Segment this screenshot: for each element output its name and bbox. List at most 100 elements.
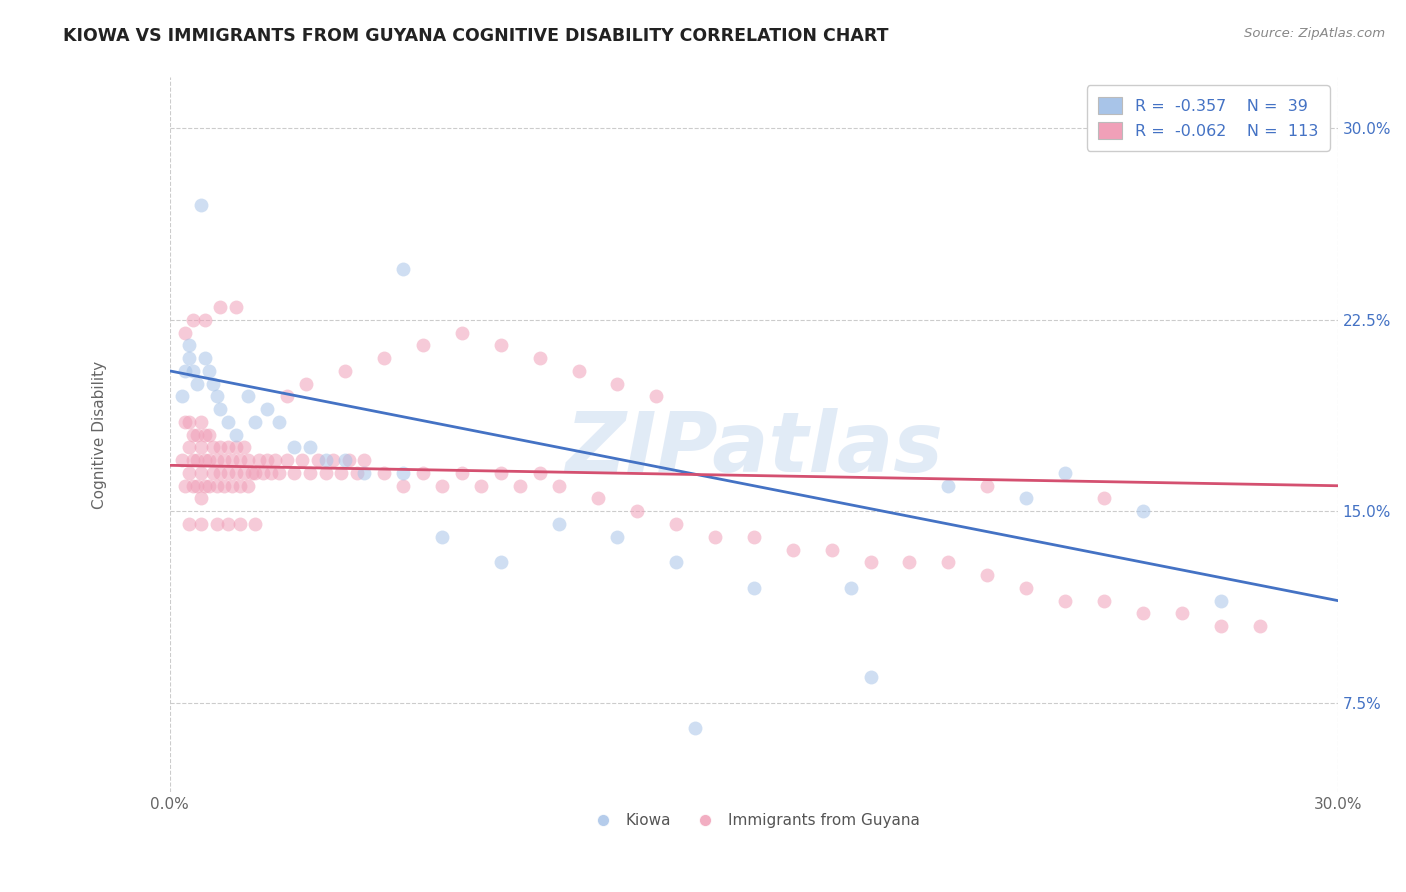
Point <box>839 581 862 595</box>
Point <box>529 466 551 480</box>
Point <box>205 479 228 493</box>
Point <box>315 466 337 480</box>
Point <box>229 516 252 531</box>
Point <box>214 479 236 493</box>
Point <box>194 313 217 327</box>
Point <box>205 389 228 403</box>
Point <box>1249 619 1271 633</box>
Point <box>432 479 454 493</box>
Point <box>190 491 212 506</box>
Point <box>179 441 201 455</box>
Point <box>181 453 204 467</box>
Point <box>283 466 305 480</box>
Point <box>859 670 882 684</box>
Point <box>1132 607 1154 621</box>
Point <box>373 351 395 366</box>
Point <box>256 453 278 467</box>
Point <box>174 415 197 429</box>
Point <box>236 453 259 467</box>
Point <box>217 441 239 455</box>
Point <box>236 479 259 493</box>
Point <box>685 721 707 735</box>
Point <box>247 453 270 467</box>
Point <box>529 351 551 366</box>
Point <box>392 479 415 493</box>
Legend: Kiowa, Immigrants from Guyana: Kiowa, Immigrants from Guyana <box>582 807 927 834</box>
Point <box>1171 607 1194 621</box>
Point <box>209 466 232 480</box>
Point <box>1092 593 1115 607</box>
Point <box>665 555 688 569</box>
Point <box>489 338 512 352</box>
Point <box>225 300 247 314</box>
Point <box>214 453 236 467</box>
Point <box>703 530 725 544</box>
Point <box>245 466 267 480</box>
Point <box>1132 504 1154 518</box>
Point <box>470 479 492 493</box>
Point <box>232 441 254 455</box>
Point <box>179 338 201 352</box>
Point <box>190 415 212 429</box>
Point <box>295 376 318 391</box>
Point <box>412 466 434 480</box>
Point <box>232 466 254 480</box>
Point <box>225 427 247 442</box>
Point <box>665 516 688 531</box>
Point <box>179 351 201 366</box>
Point <box>225 441 247 455</box>
Point <box>283 441 305 455</box>
Point <box>190 516 212 531</box>
Point <box>291 453 314 467</box>
Point <box>229 479 252 493</box>
Point <box>245 415 267 429</box>
Point <box>742 530 765 544</box>
Point <box>1209 619 1232 633</box>
Point <box>392 466 415 480</box>
Point <box>181 313 204 327</box>
Point <box>190 198 212 212</box>
Point <box>197 364 219 378</box>
Point <box>276 389 298 403</box>
Point <box>174 479 197 493</box>
Point <box>181 427 204 442</box>
Point <box>201 466 224 480</box>
Point <box>586 491 609 506</box>
Point <box>217 516 239 531</box>
Text: KIOWA VS IMMIGRANTS FROM GUYANA COGNITIVE DISABILITY CORRELATION CHART: KIOWA VS IMMIGRANTS FROM GUYANA COGNITIV… <box>63 27 889 45</box>
Point <box>197 453 219 467</box>
Point <box>333 364 356 378</box>
Point <box>412 338 434 352</box>
Point <box>1209 593 1232 607</box>
Point <box>197 479 219 493</box>
Point <box>209 441 232 455</box>
Point <box>181 479 204 493</box>
Point <box>186 453 208 467</box>
Point <box>353 466 375 480</box>
Point <box>298 466 321 480</box>
Point <box>346 466 368 480</box>
Point <box>236 389 259 403</box>
Point <box>240 466 263 480</box>
Point <box>170 389 193 403</box>
Point <box>170 453 193 467</box>
Point <box>205 516 228 531</box>
Point <box>194 351 217 366</box>
Point <box>1054 466 1077 480</box>
Point <box>260 466 283 480</box>
Point <box>432 530 454 544</box>
Point <box>307 453 329 467</box>
Point <box>567 364 589 378</box>
Point <box>225 466 247 480</box>
Point <box>209 300 232 314</box>
Point <box>267 466 290 480</box>
Point <box>489 555 512 569</box>
Point <box>392 261 415 276</box>
Point <box>337 453 360 467</box>
Point <box>606 530 628 544</box>
Point <box>197 427 219 442</box>
Point <box>1092 491 1115 506</box>
Point <box>782 542 804 557</box>
Point <box>186 376 208 391</box>
Point <box>194 427 217 442</box>
